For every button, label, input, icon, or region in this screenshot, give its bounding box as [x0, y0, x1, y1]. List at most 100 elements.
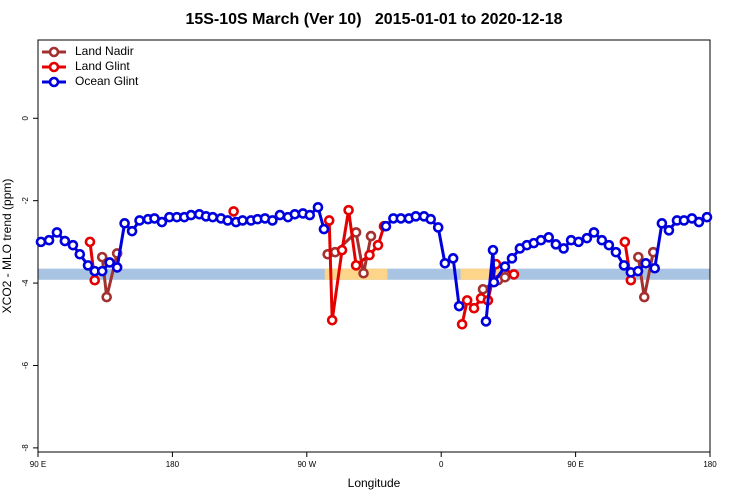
- x-axis-label: Longitude: [348, 476, 401, 490]
- point: [228, 206, 239, 217]
- point: [488, 276, 500, 288]
- point: [289, 208, 301, 220]
- point: [638, 291, 650, 303]
- point: [468, 302, 480, 314]
- point: [101, 291, 112, 303]
- x-tick-label: 90 E: [30, 460, 46, 469]
- x-tick-label: 90 E: [567, 460, 583, 469]
- point: [596, 234, 608, 246]
- point: [588, 227, 600, 238]
- point: [119, 218, 130, 229]
- point: [425, 213, 437, 225]
- legend-marker: [48, 61, 60, 73]
- point: [237, 215, 248, 226]
- point: [51, 227, 63, 238]
- point: [453, 300, 465, 312]
- point: [364, 249, 375, 261]
- legend-marker: [48, 46, 60, 58]
- y-axis-label: XCO2 - MLO trend (ppm): [0, 179, 14, 314]
- point: [456, 318, 468, 330]
- point: [365, 230, 377, 242]
- point: [380, 220, 392, 232]
- point: [558, 243, 569, 254]
- y-tick-label: -4: [21, 279, 30, 287]
- legend-label: Ocean Glint: [75, 74, 139, 88]
- point: [35, 236, 47, 248]
- point: [82, 260, 94, 271]
- point: [410, 211, 422, 222]
- point: [358, 267, 369, 279]
- x-tick-label: 90 W: [297, 460, 316, 469]
- point: [350, 260, 362, 271]
- point: [640, 258, 652, 269]
- highlight-range: [324, 268, 388, 280]
- point: [104, 257, 115, 268]
- point: [480, 316, 492, 327]
- series-line: [88, 209, 633, 325]
- chart-title: 15S-10S March (Ver 10) 2015-01-01 to 202…: [185, 11, 562, 28]
- legend-label: Land Nadir: [75, 44, 134, 58]
- point: [312, 201, 324, 213]
- point: [343, 204, 354, 216]
- y-tick-label: -8: [21, 444, 30, 452]
- point: [550, 239, 562, 250]
- point: [603, 239, 615, 251]
- point: [185, 209, 197, 221]
- point: [633, 251, 644, 263]
- point: [126, 225, 138, 237]
- point: [111, 262, 123, 273]
- point: [318, 223, 330, 235]
- point: [43, 234, 55, 246]
- point: [610, 246, 622, 258]
- legend-label: Land Glint: [75, 59, 130, 73]
- point: [323, 215, 335, 226]
- point: [499, 261, 511, 272]
- point: [222, 215, 233, 226]
- point: [96, 251, 108, 263]
- point: [461, 295, 473, 306]
- point: [581, 232, 593, 244]
- x-tick-label: 0: [439, 460, 444, 469]
- point: [618, 260, 630, 271]
- point: [487, 244, 499, 256]
- highlight-range: [460, 268, 506, 280]
- x-tick-label: 180: [166, 460, 180, 469]
- point: [656, 218, 668, 229]
- point: [89, 274, 101, 286]
- point: [432, 222, 444, 233]
- point: [372, 239, 384, 251]
- point: [477, 283, 489, 295]
- point: [619, 236, 631, 248]
- point: [649, 262, 661, 274]
- point: [134, 215, 145, 226]
- point: [663, 225, 675, 236]
- point: [439, 258, 451, 269]
- point: [573, 236, 584, 248]
- point: [84, 236, 96, 248]
- point: [304, 209, 316, 221]
- point: [207, 211, 219, 223]
- point: [267, 215, 278, 226]
- point: [96, 265, 108, 277]
- y-tick-label: 0: [21, 116, 30, 121]
- point: [508, 269, 520, 280]
- y-tick-label: -2: [21, 197, 30, 205]
- y-tick-label: -6: [21, 361, 30, 369]
- point: [693, 216, 705, 228]
- x-tick-label: 180: [703, 460, 717, 469]
- point: [543, 232, 555, 243]
- point: [67, 239, 79, 251]
- point: [701, 211, 713, 223]
- point: [156, 216, 168, 228]
- point: [506, 253, 518, 264]
- legend-marker: [48, 76, 60, 88]
- point: [59, 235, 71, 247]
- point: [632, 265, 644, 277]
- point: [447, 253, 459, 264]
- point: [74, 248, 86, 260]
- point: [499, 272, 511, 283]
- point: [326, 314, 338, 326]
- point: [274, 209, 286, 221]
- point: [336, 244, 348, 256]
